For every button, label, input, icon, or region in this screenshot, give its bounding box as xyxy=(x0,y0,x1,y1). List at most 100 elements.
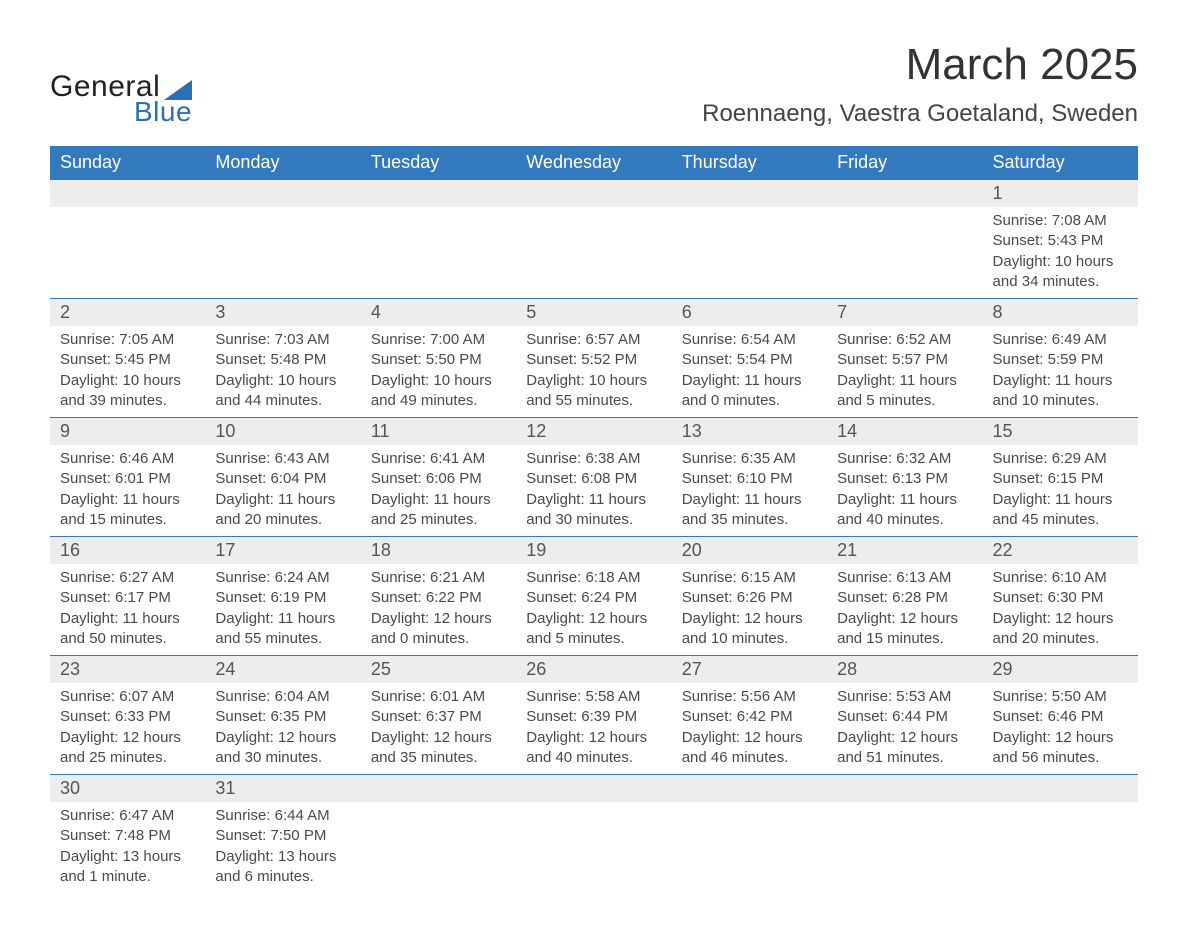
day-details: Sunrise: 6:47 AMSunset: 7:48 PMDaylight:… xyxy=(50,802,205,893)
calendar-cell: 20Sunrise: 6:15 AMSunset: 6:26 PMDayligh… xyxy=(672,537,827,656)
day-details: Sunrise: 6:46 AMSunset: 6:01 PMDaylight:… xyxy=(50,445,205,536)
empty-day-number xyxy=(516,775,671,802)
calendar-cell: 4Sunrise: 7:00 AMSunset: 5:50 PMDaylight… xyxy=(361,299,516,418)
empty-day-body xyxy=(983,802,1138,832)
calendar-cell: 9Sunrise: 6:46 AMSunset: 6:01 PMDaylight… xyxy=(50,418,205,537)
day-number: 5 xyxy=(516,299,671,326)
day-details: Sunrise: 6:54 AMSunset: 5:54 PMDaylight:… xyxy=(672,326,827,417)
brand-part2: Blue xyxy=(134,96,192,128)
brand-logo: General Blue xyxy=(50,70,192,128)
empty-day-number xyxy=(361,775,516,802)
day-details: Sunrise: 5:56 AMSunset: 6:42 PMDaylight:… xyxy=(672,683,827,774)
empty-day-body xyxy=(50,207,205,237)
day-details: Sunrise: 6:18 AMSunset: 6:24 PMDaylight:… xyxy=(516,564,671,655)
calendar-cell xyxy=(516,775,671,894)
empty-day-body xyxy=(672,207,827,237)
day-number: 23 xyxy=(50,656,205,683)
empty-day-number xyxy=(205,180,360,207)
day-number: 13 xyxy=(672,418,827,445)
calendar-cell: 17Sunrise: 6:24 AMSunset: 6:19 PMDayligh… xyxy=(205,537,360,656)
calendar-cell xyxy=(50,180,205,299)
day-number: 14 xyxy=(827,418,982,445)
calendar-cell xyxy=(516,180,671,299)
calendar-cell: 18Sunrise: 6:21 AMSunset: 6:22 PMDayligh… xyxy=(361,537,516,656)
empty-day-body xyxy=(205,207,360,237)
day-number: 21 xyxy=(827,537,982,564)
day-number: 22 xyxy=(983,537,1138,564)
day-number: 27 xyxy=(672,656,827,683)
day-number: 10 xyxy=(205,418,360,445)
day-number: 4 xyxy=(361,299,516,326)
day-details: Sunrise: 7:00 AMSunset: 5:50 PMDaylight:… xyxy=(361,326,516,417)
calendar-cell: 7Sunrise: 6:52 AMSunset: 5:57 PMDaylight… xyxy=(827,299,982,418)
empty-day-body xyxy=(672,802,827,832)
day-details: Sunrise: 6:13 AMSunset: 6:28 PMDaylight:… xyxy=(827,564,982,655)
day-number: 20 xyxy=(672,537,827,564)
day-details: Sunrise: 7:08 AMSunset: 5:43 PMDaylight:… xyxy=(983,207,1138,298)
empty-day-number xyxy=(672,180,827,207)
calendar-table: SundayMondayTuesdayWednesdayThursdayFrid… xyxy=(50,146,1138,893)
calendar-cell: 6Sunrise: 6:54 AMSunset: 5:54 PMDaylight… xyxy=(672,299,827,418)
day-number: 3 xyxy=(205,299,360,326)
day-details: Sunrise: 6:38 AMSunset: 6:08 PMDaylight:… xyxy=(516,445,671,536)
calendar-cell: 2Sunrise: 7:05 AMSunset: 5:45 PMDaylight… xyxy=(50,299,205,418)
calendar-cell: 29Sunrise: 5:50 AMSunset: 6:46 PMDayligh… xyxy=(983,656,1138,775)
day-number: 28 xyxy=(827,656,982,683)
calendar-cell: 25Sunrise: 6:01 AMSunset: 6:37 PMDayligh… xyxy=(361,656,516,775)
day-details: Sunrise: 5:50 AMSunset: 6:46 PMDaylight:… xyxy=(983,683,1138,774)
calendar-cell: 27Sunrise: 5:56 AMSunset: 6:42 PMDayligh… xyxy=(672,656,827,775)
day-number: 30 xyxy=(50,775,205,802)
empty-day-body xyxy=(827,207,982,237)
weekday-header: Friday xyxy=(827,146,982,180)
calendar-cell: 5Sunrise: 6:57 AMSunset: 5:52 PMDaylight… xyxy=(516,299,671,418)
calendar-cell: 19Sunrise: 6:18 AMSunset: 6:24 PMDayligh… xyxy=(516,537,671,656)
day-details: Sunrise: 6:49 AMSunset: 5:59 PMDaylight:… xyxy=(983,326,1138,417)
calendar-head: SundayMondayTuesdayWednesdayThursdayFrid… xyxy=(50,146,1138,180)
empty-day-number xyxy=(827,180,982,207)
calendar-cell: 26Sunrise: 5:58 AMSunset: 6:39 PMDayligh… xyxy=(516,656,671,775)
weekday-header: Thursday xyxy=(672,146,827,180)
day-details: Sunrise: 6:24 AMSunset: 6:19 PMDaylight:… xyxy=(205,564,360,655)
calendar-cell: 11Sunrise: 6:41 AMSunset: 6:06 PMDayligh… xyxy=(361,418,516,537)
empty-day-number xyxy=(983,775,1138,802)
calendar-body: 1Sunrise: 7:08 AMSunset: 5:43 PMDaylight… xyxy=(50,180,1138,894)
day-number: 9 xyxy=(50,418,205,445)
calendar-cell: 30Sunrise: 6:47 AMSunset: 7:48 PMDayligh… xyxy=(50,775,205,894)
day-details: Sunrise: 6:10 AMSunset: 6:30 PMDaylight:… xyxy=(983,564,1138,655)
calendar-cell: 28Sunrise: 5:53 AMSunset: 6:44 PMDayligh… xyxy=(827,656,982,775)
calendar-cell: 24Sunrise: 6:04 AMSunset: 6:35 PMDayligh… xyxy=(205,656,360,775)
day-number: 15 xyxy=(983,418,1138,445)
day-number: 24 xyxy=(205,656,360,683)
calendar-cell xyxy=(827,775,982,894)
calendar-cell: 12Sunrise: 6:38 AMSunset: 6:08 PMDayligh… xyxy=(516,418,671,537)
day-details: Sunrise: 6:44 AMSunset: 7:50 PMDaylight:… xyxy=(205,802,360,893)
day-details: Sunrise: 6:52 AMSunset: 5:57 PMDaylight:… xyxy=(827,326,982,417)
calendar-cell: 10Sunrise: 6:43 AMSunset: 6:04 PMDayligh… xyxy=(205,418,360,537)
empty-day-body xyxy=(361,207,516,237)
weekday-header: Tuesday xyxy=(361,146,516,180)
day-details: Sunrise: 6:29 AMSunset: 6:15 PMDaylight:… xyxy=(983,445,1138,536)
day-number: 26 xyxy=(516,656,671,683)
day-details: Sunrise: 6:27 AMSunset: 6:17 PMDaylight:… xyxy=(50,564,205,655)
day-details: Sunrise: 6:43 AMSunset: 6:04 PMDaylight:… xyxy=(205,445,360,536)
month-title: March 2025 xyxy=(702,40,1138,90)
empty-day-number xyxy=(361,180,516,207)
calendar-cell: 1Sunrise: 7:08 AMSunset: 5:43 PMDaylight… xyxy=(983,180,1138,299)
day-details: Sunrise: 6:04 AMSunset: 6:35 PMDaylight:… xyxy=(205,683,360,774)
calendar-cell: 16Sunrise: 6:27 AMSunset: 6:17 PMDayligh… xyxy=(50,537,205,656)
header: General Blue March 2025 Roennaeng, Vaest… xyxy=(50,40,1138,128)
calendar-cell xyxy=(827,180,982,299)
day-details: Sunrise: 6:01 AMSunset: 6:37 PMDaylight:… xyxy=(361,683,516,774)
empty-day-number xyxy=(827,775,982,802)
day-number: 25 xyxy=(361,656,516,683)
calendar-cell xyxy=(983,775,1138,894)
day-number: 7 xyxy=(827,299,982,326)
calendar-cell xyxy=(672,180,827,299)
day-number: 12 xyxy=(516,418,671,445)
calendar-cell: 15Sunrise: 6:29 AMSunset: 6:15 PMDayligh… xyxy=(983,418,1138,537)
calendar-cell: 13Sunrise: 6:35 AMSunset: 6:10 PMDayligh… xyxy=(672,418,827,537)
weekday-header: Sunday xyxy=(50,146,205,180)
calendar-cell xyxy=(361,180,516,299)
day-number: 2 xyxy=(50,299,205,326)
day-details: Sunrise: 7:05 AMSunset: 5:45 PMDaylight:… xyxy=(50,326,205,417)
